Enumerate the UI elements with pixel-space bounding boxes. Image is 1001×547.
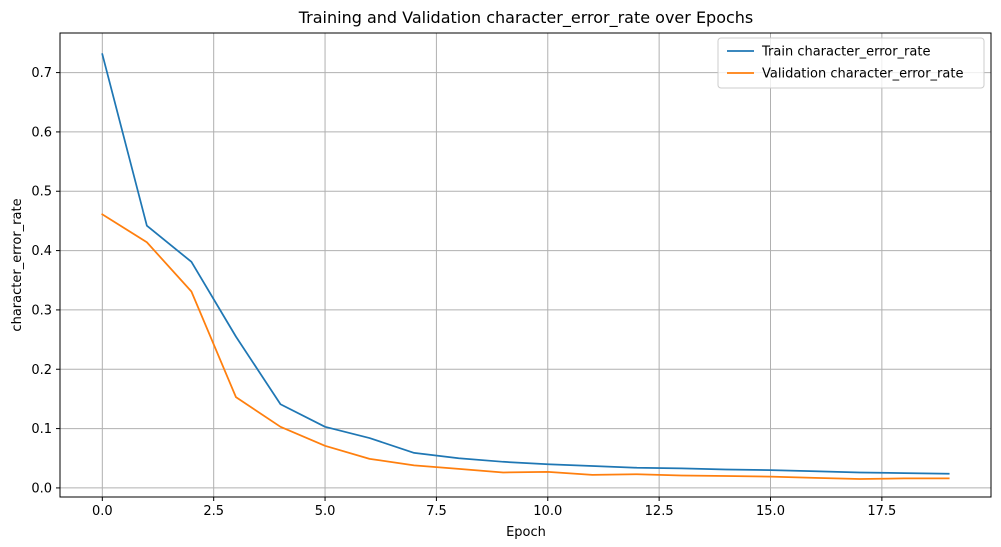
x-tick-label: 15.0 xyxy=(756,504,785,519)
y-tick-label: 0.2 xyxy=(31,363,52,378)
x-tick-label: 17.5 xyxy=(867,504,896,519)
y-tick-label: 0.6 xyxy=(31,125,52,140)
legend-label-validation: Validation character_error_rate xyxy=(762,67,963,82)
y-tick-label: 0.0 xyxy=(31,481,52,496)
grid xyxy=(60,33,991,497)
y-tick-label: 0.5 xyxy=(31,185,52,200)
chart-title: Training and Validation character_error_… xyxy=(298,8,754,28)
x-tick-label: 10.0 xyxy=(533,504,562,519)
y-axis-label: character_error_rate xyxy=(10,198,25,331)
x-tick-label: 5.0 xyxy=(315,504,336,519)
legend-label-train: Train character_error_rate xyxy=(761,45,930,60)
y-tick-label: 0.7 xyxy=(31,66,52,81)
y-tick-label: 0.3 xyxy=(31,303,52,318)
x-tick-label: 2.5 xyxy=(203,504,224,519)
x-tick-label: 7.5 xyxy=(426,504,447,519)
x-tick-label: 12.5 xyxy=(645,504,674,519)
legend: Train character_error_rate Validation cha… xyxy=(717,37,985,89)
legend-box xyxy=(717,37,985,89)
axis-ticks: 0.0 2.5 5.0 7.5 10.0 12.5 15.0 17.5 0.0 0.1 0.2 0.3… xyxy=(31,66,896,519)
series-line-validation xyxy=(101,213,950,480)
x-axis-label: Epoch xyxy=(506,525,546,540)
series-layer xyxy=(101,53,950,480)
y-tick-label: 0.4 xyxy=(31,244,52,259)
x-tick-label: 0.0 xyxy=(92,504,113,519)
plot-frame xyxy=(59,32,992,498)
series-line-train xyxy=(101,53,950,475)
y-tick-label: 0.1 xyxy=(31,422,52,437)
